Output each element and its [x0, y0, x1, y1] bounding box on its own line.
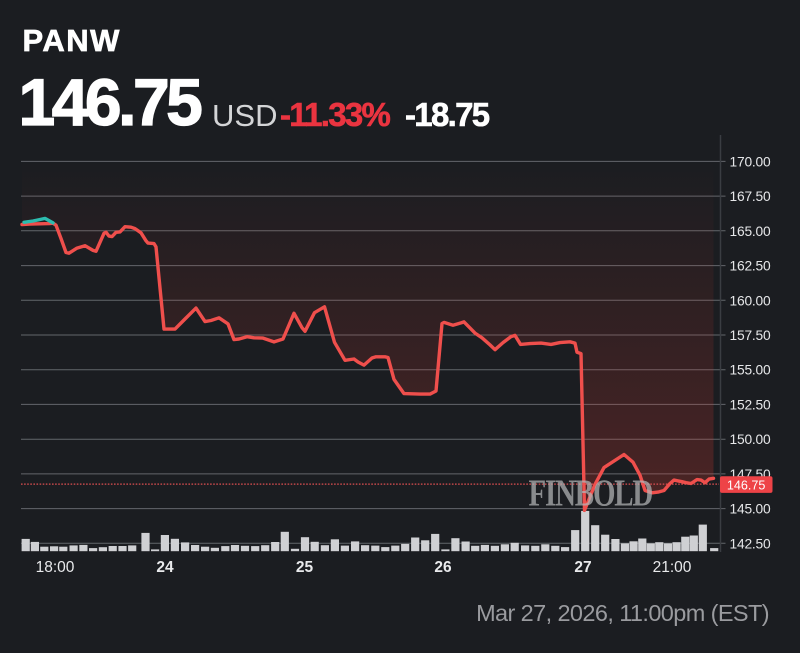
svg-text:152.50: 152.50: [730, 397, 772, 412]
svg-text:142.50: 142.50: [730, 536, 772, 551]
svg-text:165.00: 165.00: [730, 224, 772, 239]
svg-text:145.00: 145.00: [730, 502, 772, 517]
svg-text:157.50: 157.50: [730, 328, 772, 343]
svg-text:24: 24: [156, 559, 174, 576]
svg-text:162.50: 162.50: [730, 259, 772, 274]
svg-text:150.00: 150.00: [730, 432, 772, 447]
svg-text:26: 26: [434, 559, 452, 576]
svg-text:155.00: 155.00: [730, 363, 772, 378]
svg-text:170.00: 170.00: [730, 154, 772, 169]
svg-text:18:00: 18:00: [36, 559, 75, 576]
svg-text:27: 27: [574, 559, 591, 576]
svg-text:FINBOLD: FINBOLD: [529, 473, 653, 515]
svg-text:146.75: 146.75: [727, 478, 766, 492]
svg-text:167.50: 167.50: [730, 189, 772, 204]
svg-text:160.00: 160.00: [730, 293, 772, 308]
svg-text:25: 25: [296, 559, 314, 576]
svg-text:21:00: 21:00: [653, 559, 692, 576]
